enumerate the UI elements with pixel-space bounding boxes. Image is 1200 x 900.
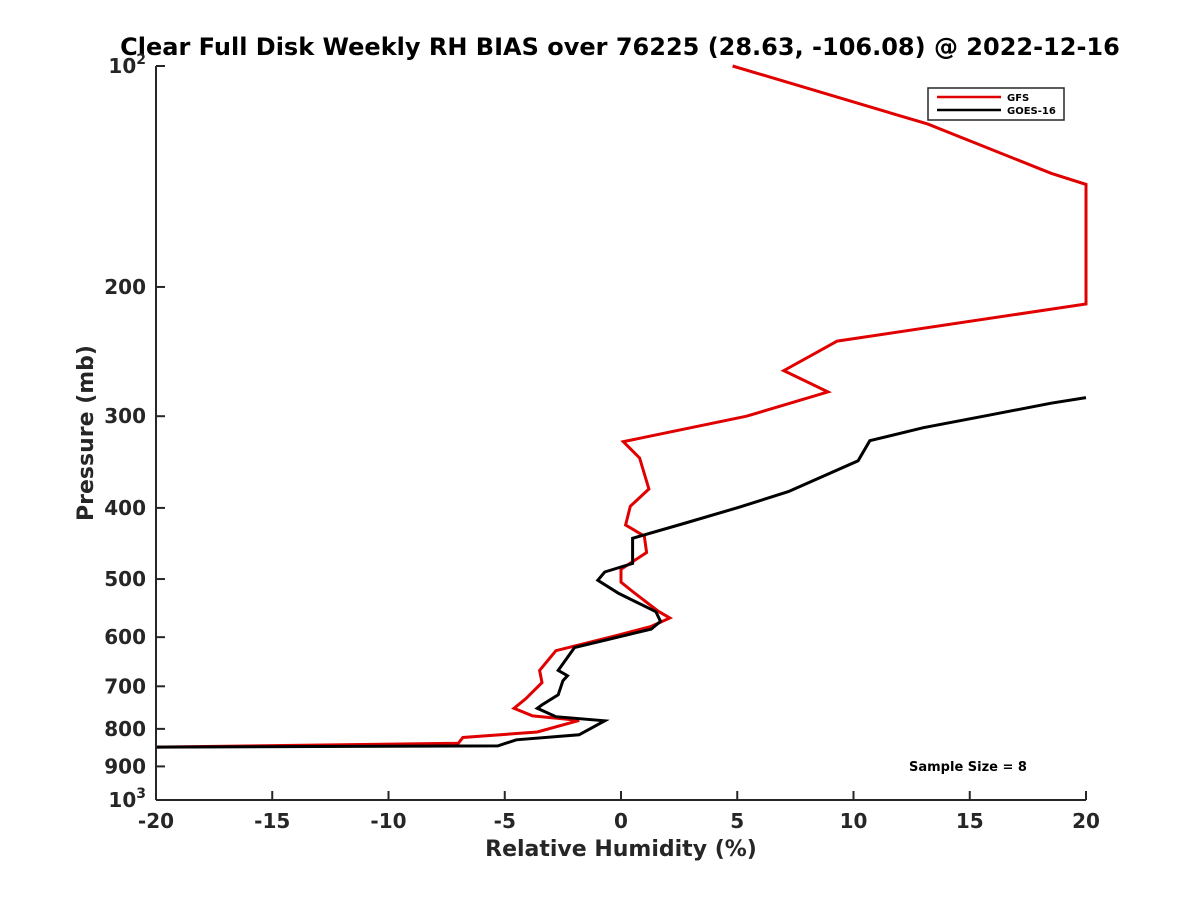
series-layer	[155, 64, 1088, 749]
x-tick-label: -20	[138, 809, 174, 833]
x-tick-label: 10	[840, 809, 868, 833]
legend: GFS GOES-16	[927, 87, 1065, 121]
legend-box	[927, 87, 1065, 121]
x-tick-label: -5	[494, 809, 516, 833]
y-tick-label: 500	[104, 567, 146, 591]
y-tick-label: 103	[108, 786, 146, 812]
y-tick-label: 200	[104, 275, 146, 299]
legend-label-goes16: GOES-16	[1007, 106, 1056, 117]
y-tick-label: 700	[104, 674, 146, 698]
x-tick-label: 15	[956, 809, 984, 833]
y-tick-label: 300	[104, 404, 146, 428]
y-axis-label: Pressure (mb)	[74, 345, 99, 521]
y-tick-label: 900	[104, 754, 146, 778]
x-tick-label: 0	[614, 809, 628, 833]
x-axis-label: Relative Humidity (%)	[485, 837, 757, 862]
series-line-goes16	[155, 396, 1087, 749]
series-line-gfs	[155, 64, 1088, 749]
x-ticks: -20 -15 -10 -5 0 5 10 15 20	[138, 791, 1100, 833]
plot-background	[156, 66, 1086, 800]
chart-title: Clear Full Disk Weekly RH BIAS over 7622…	[120, 33, 1120, 61]
x-tick-label: 5	[730, 809, 744, 833]
y-tick-label: 600	[104, 625, 146, 649]
y-tick-label: 102	[108, 52, 146, 78]
y-ticks: 102 200 300 400 500 600 700 800 900 103	[104, 52, 165, 812]
sample-size-annotation: Sample Size = 8	[909, 760, 1027, 775]
x-tick-label: -10	[370, 809, 406, 833]
plot-area	[156, 66, 1086, 800]
x-tick-label: 20	[1072, 809, 1100, 833]
y-tick-label: 400	[104, 496, 146, 520]
x-tick-label: -15	[254, 809, 290, 833]
y-tick-label: 800	[104, 717, 146, 741]
legend-label-gfs: GFS	[1007, 93, 1029, 104]
